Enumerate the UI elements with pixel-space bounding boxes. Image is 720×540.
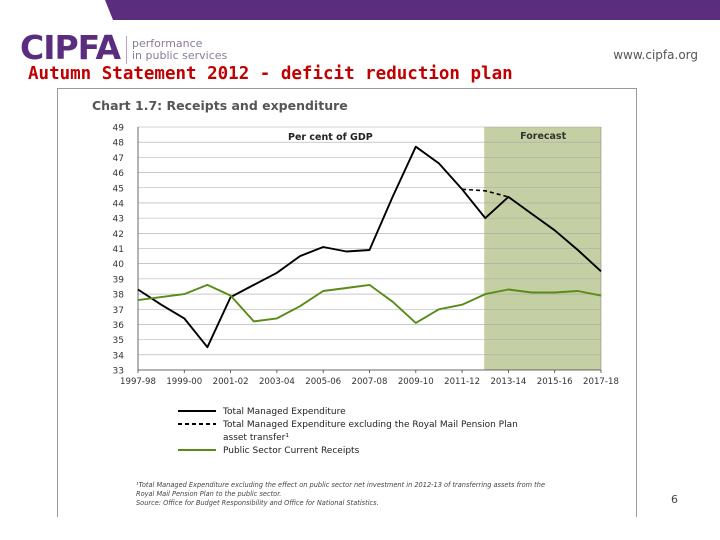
- y-tick-label: 44: [113, 199, 125, 209]
- y-tick-label: 38: [113, 291, 125, 301]
- x-tick-label: 2011-12: [444, 377, 480, 387]
- y-axis-label: Per cent of GDP: [288, 132, 373, 143]
- logo-wordmark: CIPFA: [20, 28, 121, 67]
- chart-svg: Chart 1.7: Receipts and expenditure Fore…: [92, 98, 619, 507]
- x-tick-label: 2001-02: [213, 377, 249, 387]
- y-tick-label: 46: [113, 169, 125, 179]
- series-line-1: [462, 188, 509, 198]
- legend-label-1: Total Managed Expenditure excluding the …: [222, 420, 518, 430]
- x-tick-label: 2007-08: [352, 377, 388, 387]
- y-tick-label: 45: [113, 184, 124, 194]
- chart-legend: Total Managed Expenditure Total Managed E…: [178, 407, 518, 456]
- header-accent-band: [105, 0, 720, 20]
- plot-area: Forecast 49 48 47 46 45 44 43 42 41 40 39 38 37 36 35 34…: [113, 124, 619, 388]
- series-line-0: [137, 145, 602, 349]
- site-url[interactable]: www.cipfa.org: [613, 48, 698, 62]
- y-tick-label: 42: [113, 230, 124, 240]
- footnote-line-1: ¹Total Managed Expenditure excluding the…: [136, 481, 545, 489]
- y-tick-label: 43: [113, 215, 124, 225]
- x-tick-label: 2003-04: [259, 377, 295, 387]
- logo-tagline-line2: in public services: [132, 49, 228, 62]
- legend-label-2: Public Sector Current Receipts: [223, 446, 360, 456]
- page-number: 6: [671, 493, 678, 506]
- legend-label-0: Total Managed Expenditure: [222, 407, 346, 417]
- x-tick-label: 1997-98: [120, 377, 156, 387]
- x-tick-label: 2005-06: [305, 377, 341, 387]
- chart-container: Chart 1.7: Receipts and expenditure Fore…: [57, 88, 637, 517]
- y-tick-label: 35: [113, 336, 124, 346]
- y-tick-label: 39: [113, 275, 125, 285]
- y-tick-label: 34: [113, 351, 125, 361]
- y-tick-label: 49: [113, 124, 125, 134]
- y-tick-label: 36: [113, 321, 125, 331]
- legend-label-1b: asset transfer¹: [223, 433, 289, 443]
- footnote-line-2: Royal Mail Pension Plan to the public se…: [136, 490, 281, 498]
- x-tick-label: 2013-14: [490, 377, 526, 387]
- x-tick-label: 1999-00: [166, 377, 202, 387]
- x-tick-label: 2017-18: [583, 377, 619, 387]
- logo-tagline: performance in public services: [132, 38, 252, 62]
- y-tick-label: 48: [113, 139, 125, 149]
- y-tick-label: 33: [113, 367, 124, 377]
- y-tick-label: 37: [113, 306, 124, 316]
- chart-title: Chart 1.7: Receipts and expenditure: [92, 98, 348, 113]
- y-tick-label: 47: [113, 154, 124, 164]
- slide-title: Autumn Statement 2012 - deficit reductio…: [28, 64, 513, 84]
- x-tick-label: 2009-10: [398, 377, 434, 387]
- chart-source: Source: Office for Budget Responsibility…: [136, 499, 379, 507]
- logo-tagline-line1: performance: [132, 37, 203, 50]
- logo-divider: [126, 36, 127, 64]
- y-tick-label: 40: [113, 260, 125, 270]
- forecast-label: Forecast: [520, 131, 566, 142]
- x-tick-label: 2015-16: [537, 377, 573, 387]
- series-line-2: [137, 283, 602, 324]
- y-tick-label: 41: [113, 245, 124, 255]
